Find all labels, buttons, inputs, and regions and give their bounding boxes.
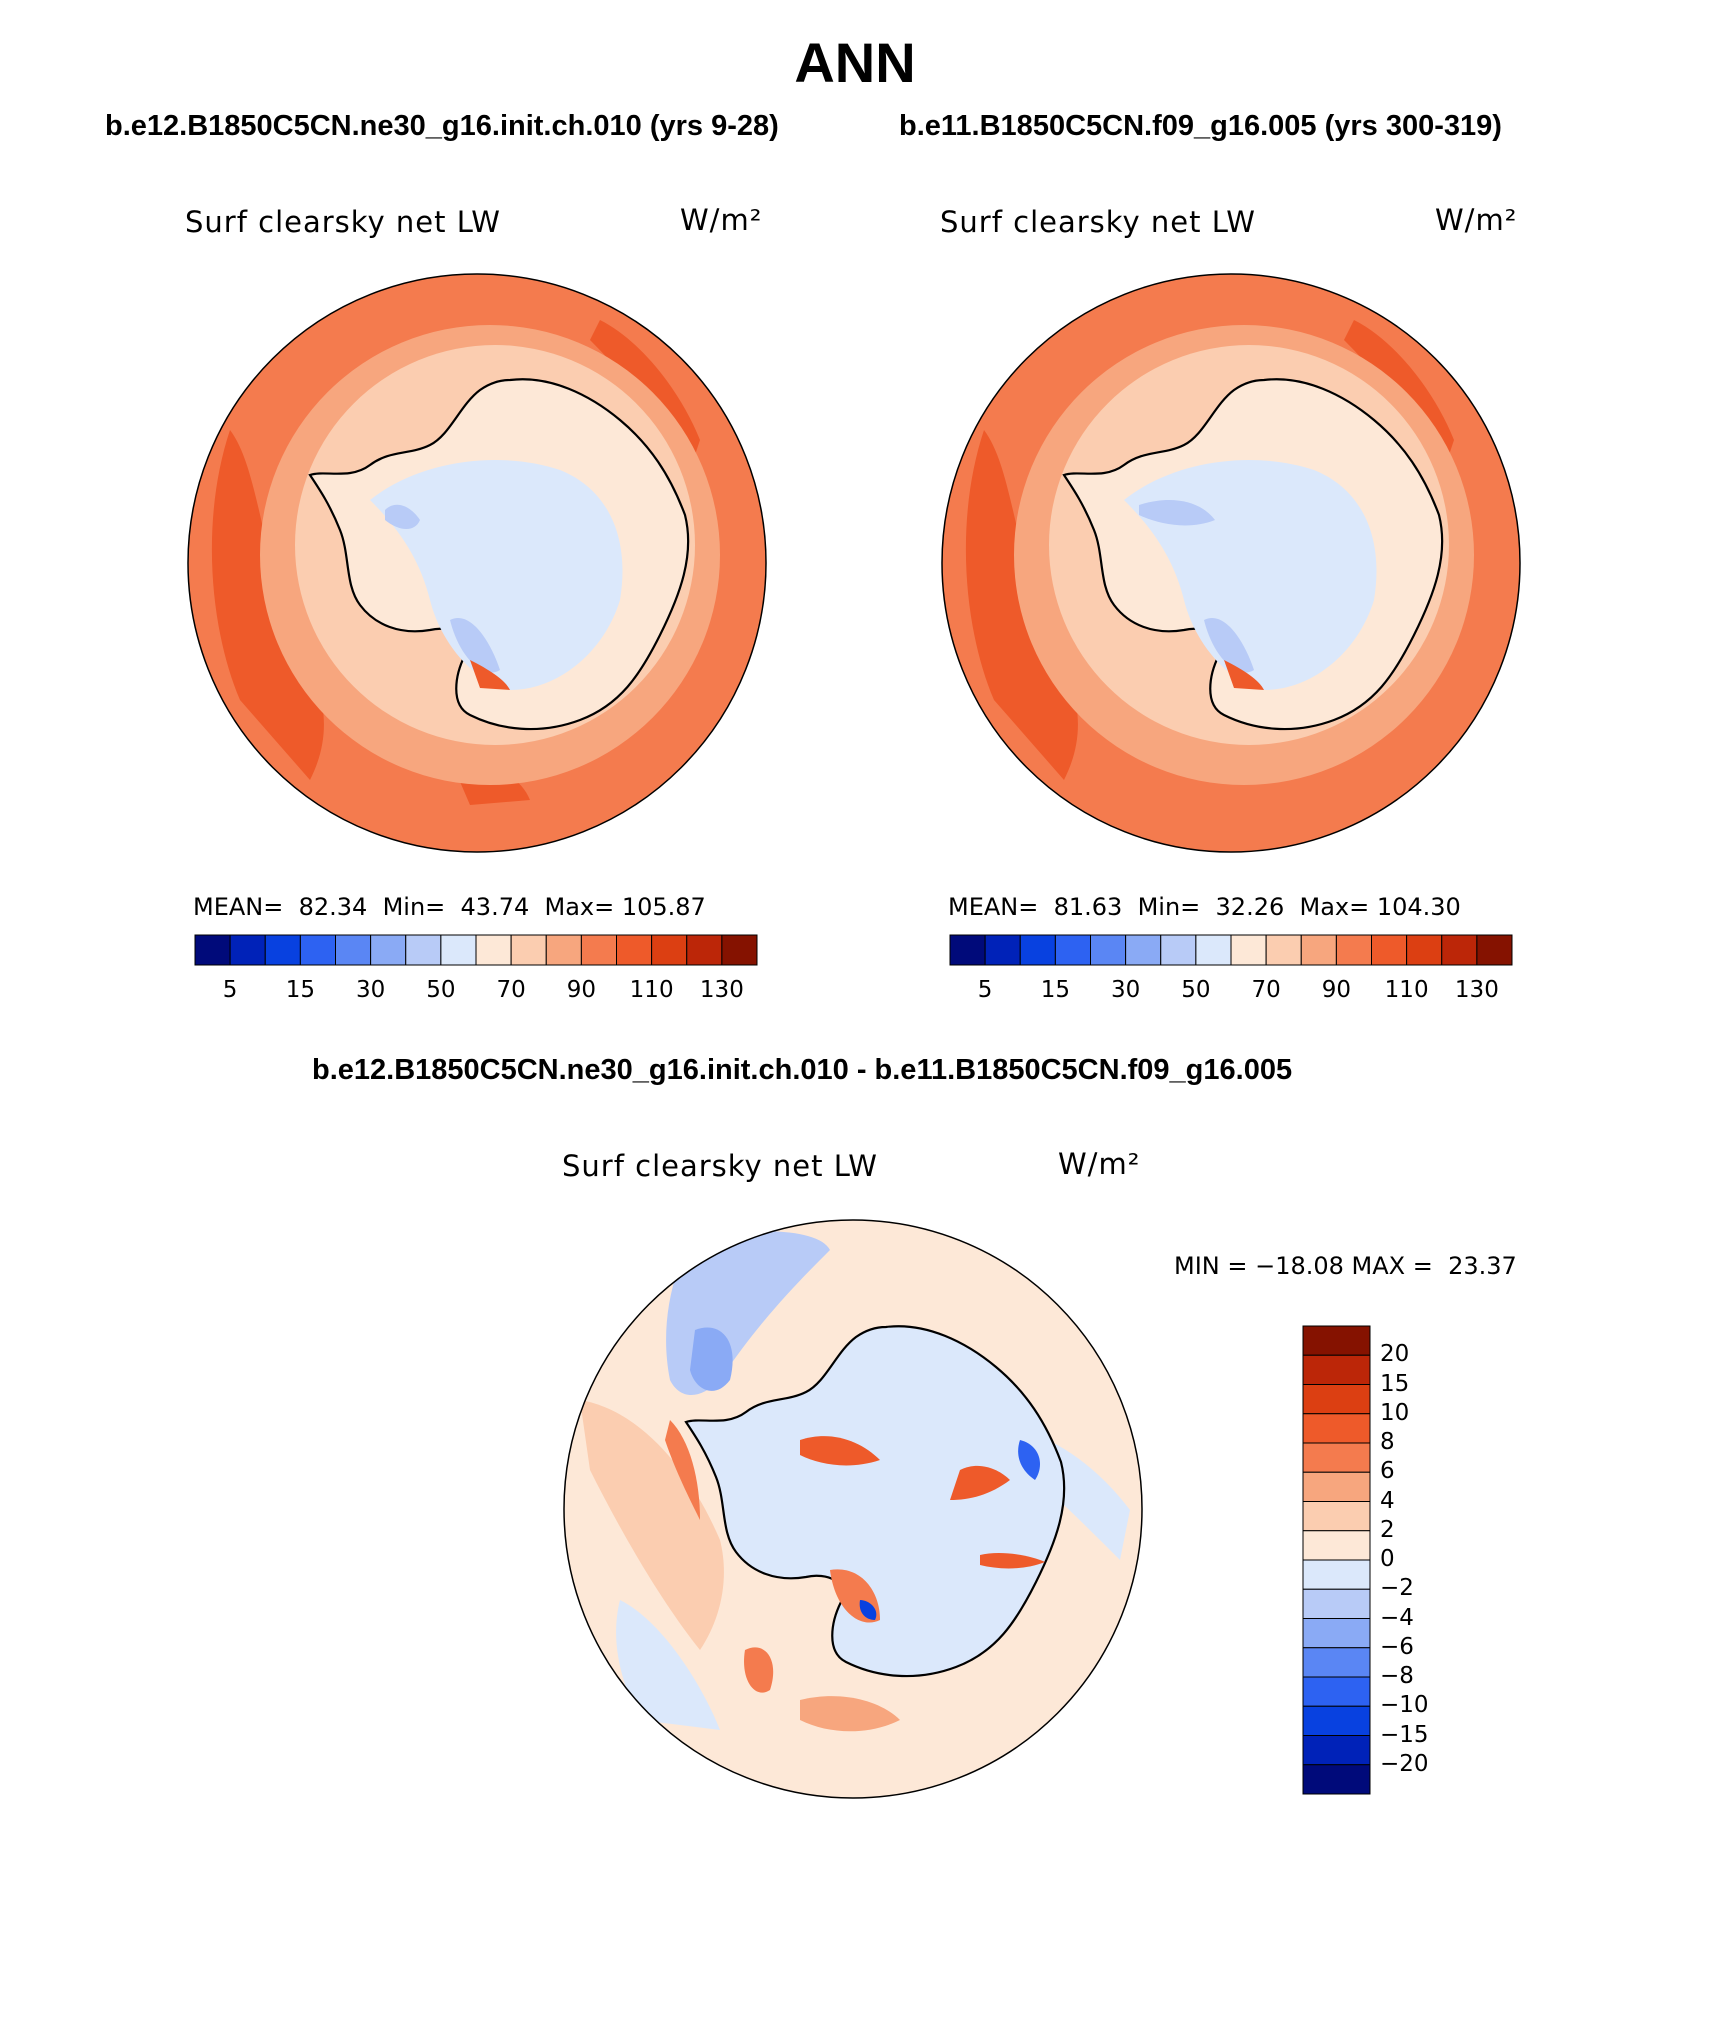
diff-colorbar-box [1302,1384,1371,1415]
panel1-colorbar-box [264,934,301,966]
panel2-colorbar-box [1300,934,1337,966]
diff-colorbar-tick-label: 2 [1380,1516,1395,1543]
diff-colorbar-tick-label: 4 [1380,1487,1395,1514]
diff-colorbar-box [1302,1618,1371,1649]
panel2-case-title: b.e11.B1850C5CN.f09_g16.005 (yrs 300-319… [899,110,1502,142]
panel2-colorbar-tick-label: 110 [1384,977,1429,1003]
panel2-colorbar-tick-label: 30 [1110,977,1141,1003]
diff-units-label: W/m² [1058,1147,1141,1181]
diff-colorbar-box [1302,1325,1371,1356]
diff-minmax: MIN = −18.08 MAX = 23.37 [1174,1252,1517,1280]
panel1-field-label: Surf clearsky net LW [185,205,501,239]
panel2-colorbar-box [1406,934,1443,966]
panel1-colorbar-tick-label: 110 [629,977,674,1003]
panel1-colorbar-box [616,934,653,966]
panel1-colorbar-box [651,934,688,966]
panel1-case-title: b.e12.B1850C5CN.ne30_g16.init.ch.010 (yr… [105,110,779,142]
diff-colorbar-box [1302,1735,1371,1766]
panel1-colorbar-box [299,934,336,966]
diff-colorbar-box [1302,1442,1371,1473]
panel1-colorbar-box [405,934,442,966]
panel1-colorbar-box [194,934,231,966]
panel2-colorbar-tick-label: 130 [1454,977,1499,1003]
panel1-colorbar-tick-label: 15 [285,977,316,1003]
panel2-units-label: W/m² [1435,203,1518,237]
panel1-colorbar-box [229,934,266,966]
panel1-colorbar-tick-label: 30 [355,977,386,1003]
panel2-colorbar-box [1265,934,1302,966]
page-title: ANN [794,31,916,94]
panel1-colorbar-tick-label: 5 [222,977,238,1003]
diff-colorbar-box [1302,1501,1371,1532]
panel2-field-label: Surf clearsky net LW [940,205,1256,239]
panel2-colorbar-box [1160,934,1197,966]
diff-colorbar-box [1302,1559,1371,1590]
panel1-colorbar-box [475,934,512,966]
panel1-colorbar-tick-label: 90 [566,977,597,1003]
panel1-stats: MEAN= 82.34 Min= 43.74 Max= 105.87 [193,893,706,921]
panel1-colorbar-box [580,934,617,966]
diff-colorbar-tick-label: 15 [1380,1370,1410,1397]
panel1-units-label: W/m² [680,203,763,237]
panel1-colorbar-tick-label: 130 [699,977,744,1003]
panel2-colorbar-box [984,934,1021,966]
panel1-colorbar-box [510,934,547,966]
panel2-colorbar-box [949,934,986,966]
panel2-colorbar-box [1441,934,1478,966]
diff-colorbar-box [1302,1588,1371,1619]
panel2-colorbar-box [1476,934,1513,966]
panel1-colorbar-tick-label: 70 [496,977,526,1003]
diff-field-label: Surf clearsky net LW [562,1149,878,1183]
panel2-colorbar-box [1371,934,1408,966]
diff-colorbar-tick-label: −4 [1380,1604,1414,1631]
diff-colorbar-tick-label: −20 [1380,1750,1429,1777]
diff-colorbar-box [1302,1413,1371,1444]
panel2-stats: MEAN= 81.63 Min= 32.26 Max= 104.30 [948,893,1461,921]
panel2-colorbar-tick-label: 15 [1040,977,1071,1003]
diff-case-title: b.e12.B1850C5CN.ne30_g16.init.ch.010 - b… [312,1054,1293,1086]
panel2-colorbar-box [1125,934,1162,966]
diff-colorbar-box [1302,1705,1371,1736]
diff-colorbar-tick-label: −15 [1380,1721,1429,1748]
panel1-colorbar-box [335,934,372,966]
panel2-colorbar-tick-label: 70 [1251,977,1281,1003]
diff-colorbar-tick-label: 20 [1380,1341,1410,1368]
colorbars [194,934,1513,1795]
diff-colorbar-tick-label: −10 [1380,1692,1429,1719]
panel1-colorbar-box [440,934,477,966]
diff-colorbar-box [1302,1647,1371,1678]
panel1-map [187,273,767,853]
panel2-colorbar-tick-label: 5 [977,977,993,1003]
panel2-map [941,273,1521,853]
panel2-colorbar-box [1230,934,1267,966]
panel2-colorbar-box [1019,934,1056,966]
panel2-colorbar-tick-label: 90 [1321,977,1352,1003]
panel2-colorbar-box [1195,934,1232,966]
diff-colorbar-tick-label: −2 [1380,1575,1414,1602]
panel1-colorbar-tick-label: 50 [426,977,456,1003]
panel2-colorbar-box [1335,934,1372,966]
diff-colorbar-box [1302,1676,1371,1707]
panel1-colorbar-box [545,934,582,966]
panel1-colorbar-box [370,934,407,966]
diff-colorbar-tick-label: 8 [1380,1429,1395,1455]
diff-map [563,1219,1143,1799]
diff-colorbar-tick-label: −8 [1380,1663,1414,1689]
diff-colorbar-tick-label: 0 [1380,1546,1395,1572]
diff-colorbar-tick-label: −6 [1380,1633,1414,1660]
diff-colorbar-box [1302,1471,1371,1502]
panel2-colorbar-box [1054,934,1091,966]
diff-colorbar-tick-label: 10 [1380,1399,1410,1426]
panel2-colorbar-box [1090,934,1127,966]
panel1-colorbar-box [721,934,758,966]
diff-colorbar-tick-label: 6 [1380,1458,1395,1485]
panel2-colorbar-tick-label: 50 [1181,977,1211,1003]
diff-colorbar-box [1302,1354,1371,1385]
diff-colorbar-box [1302,1764,1371,1795]
diff-colorbar-box [1302,1530,1371,1561]
panel1-colorbar-box [686,934,723,966]
